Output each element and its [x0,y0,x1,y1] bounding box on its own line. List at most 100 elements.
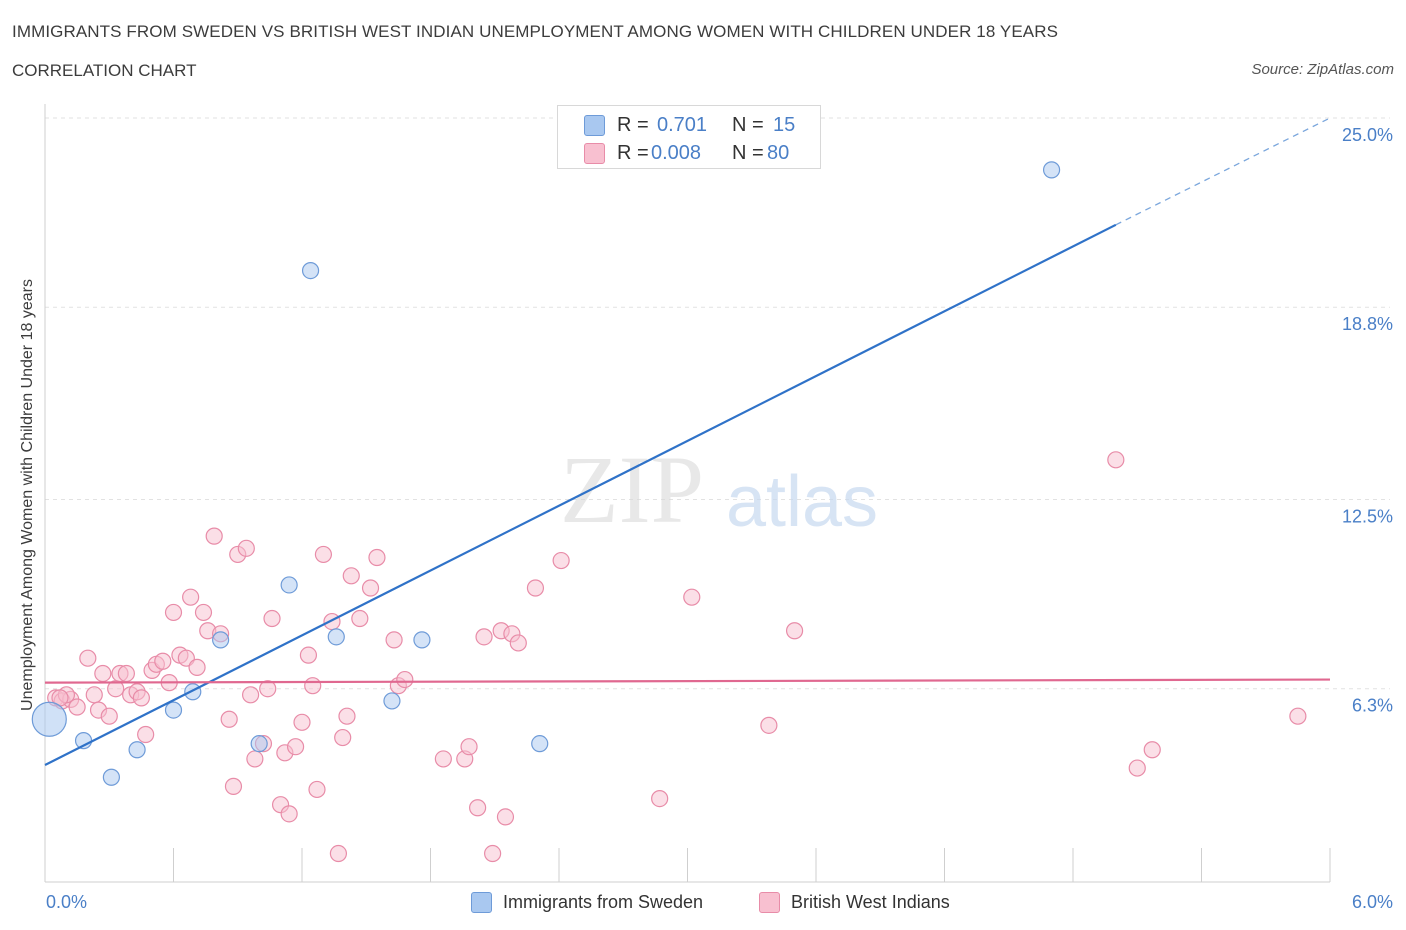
bwi-point-79 [132,689,150,707]
sweden-point-14 [1042,161,1061,179]
bwi-point-28 [220,710,238,728]
chart-subtitle: CORRELATION CHART [12,61,197,80]
grid-lines [45,117,1390,690]
sweden-legend-label: Immigrants from Sweden [503,892,704,912]
bwi-point-36 [263,609,281,628]
sweden-point-8 [280,576,298,594]
axes [44,104,1331,883]
bwi-point-43 [304,677,322,695]
sweden-point-13 [531,735,549,753]
sweden-point-4 [164,701,183,719]
bwi-point-51 [351,609,369,628]
bwi-legend-swatch [759,892,780,913]
bwi-point-47 [329,844,348,863]
bwi-point-42 [299,646,318,664]
bwi-point-49 [338,707,356,725]
bwi-point-26 [205,527,223,545]
bwi-point-69 [651,789,669,808]
bwi-point-71 [760,716,778,734]
bwi-point-24 [194,603,213,622]
sweden-trend-line [44,223,1117,767]
bwi-point-75 [1143,741,1161,759]
bwi-point-5 [79,649,97,667]
sweden-point-12 [413,631,431,649]
bwi-point-11 [117,664,135,683]
bwi-point-23 [188,658,206,676]
sweden-legend-swatch [471,892,492,913]
tick-labels: 6.3% 12.5% 18.8% 25.0% 0.0% 6.0% [46,125,1393,912]
bwi-point-73 [1107,451,1125,469]
watermark-atlas: atlas [726,462,878,542]
bwi-point-22 [182,588,200,606]
bwi-point-66 [509,634,527,652]
sweden-point-6 [212,631,230,649]
sweden-point-5 [184,683,202,701]
bwi-point-62 [484,844,502,863]
trend-lines [44,117,1331,767]
bwi-trend-line [44,678,1331,684]
bwi-point-53 [368,548,386,567]
bwi-point-29 [224,777,243,795]
bwi-point-57 [434,750,452,768]
x-tick-label-0: 0.0% [46,892,87,912]
bwi-point-32 [242,686,260,704]
bwi-point-33 [246,750,264,768]
bwi-point-45 [314,545,333,564]
y-tick-label-2: 18.8% [1342,314,1393,334]
n-label: N = [732,142,764,164]
bwi-point-40 [286,738,305,756]
chart-title: IMMIGRANTS FROM SWEDEN VS BRITISH WEST I… [12,22,1059,41]
n-value: 15 [773,114,796,136]
bwi-point-50 [342,567,360,585]
n-label: N = [732,114,764,136]
sweden-point-3 [128,741,146,759]
sweden-point-7 [250,735,268,753]
sweden-point-11 [383,692,401,710]
bwi-point-44 [308,780,326,799]
bwi-point-61 [475,628,493,646]
bwi-point-60 [469,799,487,817]
bwi-point-64 [496,808,515,826]
bwi-point-52 [361,579,380,597]
bwi-legend-label: British West Indians [791,892,950,912]
bwi-point-68 [552,551,570,570]
bwi-point-8 [100,707,118,725]
sweden-point-10 [327,628,345,646]
sweden-point-0 [31,701,67,737]
bwi-point-70 [683,588,701,606]
bwi-point-35 [259,680,277,698]
bwi-point-31 [237,539,255,557]
source-credit: Source: ZipAtlas.com [1251,61,1394,78]
bwi-point-41 [293,713,311,731]
sweden-point-2 [102,768,120,786]
bwi-point-78 [94,664,112,683]
r-value: 0.701 [657,114,708,136]
bwi-swatch [584,143,605,164]
watermark-zip: ZIP [560,436,704,543]
bwi-point-17 [154,652,172,670]
bwi-point-67 [526,579,545,597]
sweden-trend-extension [1115,117,1331,226]
r-label: R = [617,114,649,136]
data-points [31,161,1307,863]
sweden-swatch [584,115,605,136]
bwi-point-76 [1289,707,1307,725]
bwi-point-74 [1128,759,1146,777]
bwi-point-6 [85,686,103,704]
bwi-point-59 [460,738,478,756]
n-value: 80 [767,142,790,164]
bwi-point-14 [137,725,155,744]
watermark: ZIP atlas [560,436,878,543]
sweden-point-9 [301,262,320,280]
bwi-point-56 [396,670,414,689]
bwi-point-39 [280,805,298,823]
x-tick-label-1: 6.0% [1352,892,1393,912]
bwi-point-4 [68,698,86,716]
r-value: 0.008 [651,142,702,164]
y-tick-label-0: 6.3% [1352,696,1393,716]
y-tick-label-1: 12.5% [1342,507,1393,527]
bwi-point-19 [164,603,183,622]
stats-legend: R = 0.701 N = 15 R = 0.008 N = 80 [557,105,821,169]
y-tick-label-3: 25.0% [1342,125,1393,145]
